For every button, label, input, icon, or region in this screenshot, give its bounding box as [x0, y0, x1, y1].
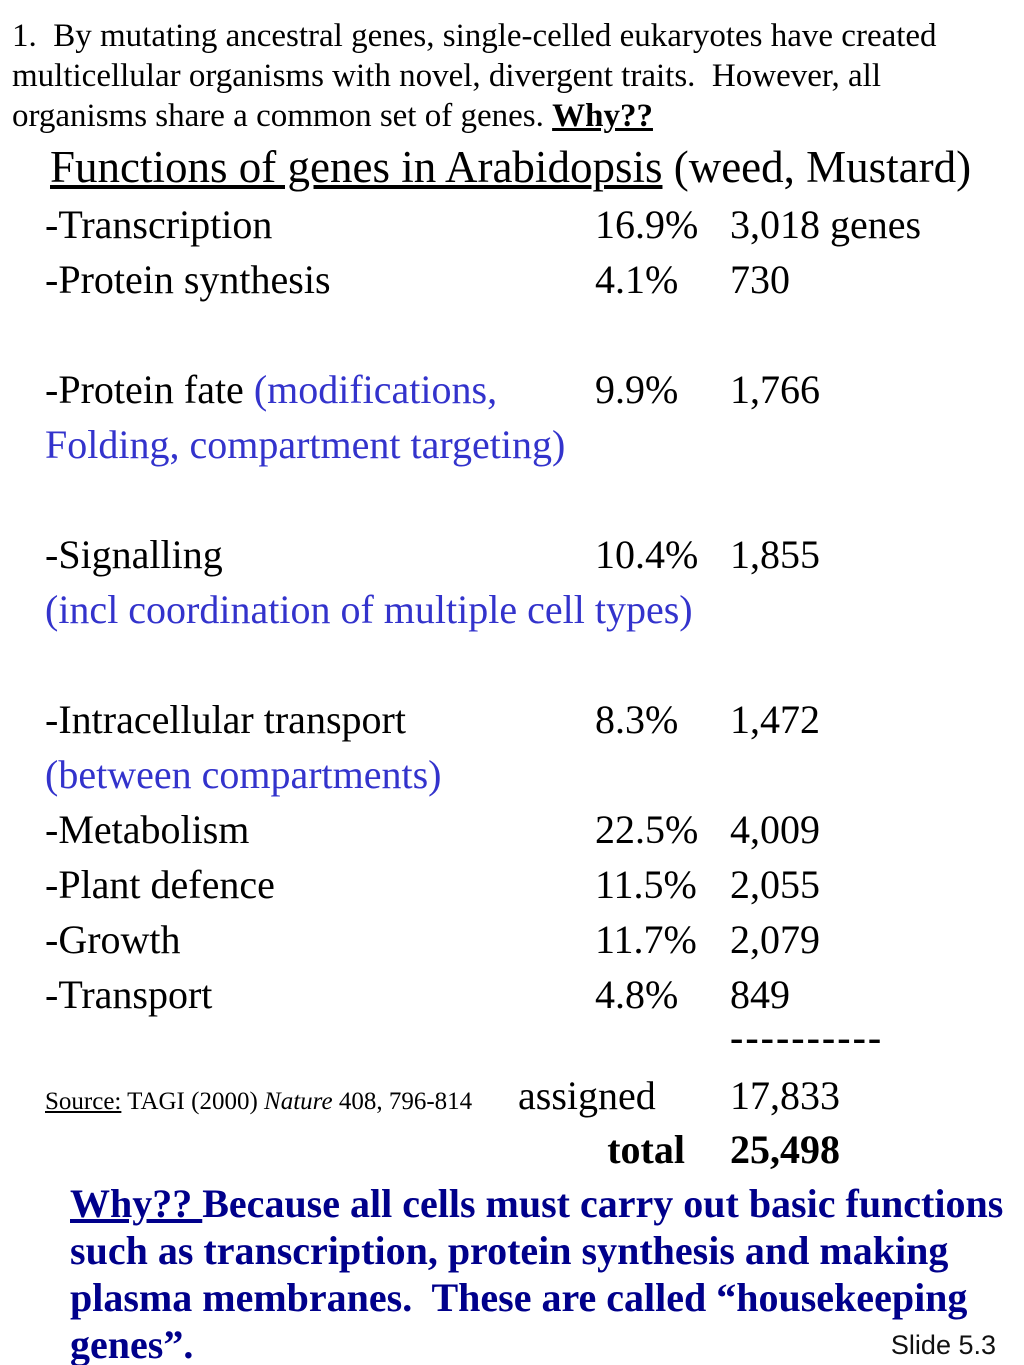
- footer-why-label: Why??: [70, 1181, 203, 1226]
- divider-dashes: ----------: [730, 1015, 884, 1060]
- row-label-black: -Growth: [45, 917, 181, 962]
- row-percent: 11.7%: [595, 917, 697, 962]
- footer-why-paragraph: Why?? Because all cells must carry out b…: [70, 1180, 1020, 1365]
- heading-rest: (weed, Mustard): [662, 142, 972, 192]
- functions-table: -Transcription 16.9% 3,018 genes -Protein s…: [45, 197, 1010, 1022]
- slide-heading: Functions of genes in Arabidopsis (weed,…: [50, 141, 971, 193]
- total-label: total: [607, 1127, 685, 1172]
- row-gene-count: 2,055: [730, 862, 820, 907]
- row-percent: 10.4%: [595, 532, 699, 577]
- row-label: -Plant defence: [45, 857, 595, 912]
- table-row: (incl coordination of multiple cell type…: [45, 582, 1010, 637]
- table-row: -Protein fate (modifications, 9.9% 1,766: [45, 362, 1010, 417]
- row-percent: 8.3%: [595, 697, 679, 742]
- heading-underlined: Functions of genes in Arabidopsis: [50, 142, 663, 192]
- table-row: (between compartments): [45, 747, 1010, 802]
- row-label-black: -Signalling: [45, 532, 223, 577]
- row-gene-count: 1,855: [730, 532, 820, 577]
- journal-name: Nature: [264, 1088, 333, 1115]
- row-percent: 9.9%: [595, 367, 679, 412]
- footer-why-text: Because all cells must carry out basic f…: [70, 1181, 1004, 1365]
- table-row: Folding, compartment targeting): [45, 417, 1010, 472]
- row-gene-count: 2,079: [730, 917, 820, 962]
- source-text-post: 408, 796-814: [332, 1088, 473, 1115]
- row-label: -Signalling: [45, 527, 595, 582]
- total-row: total 25,498: [0, 1122, 1024, 1177]
- intro-why-emphasis: Why??: [552, 98, 653, 134]
- intro-text: 1. By mutating ancestral genes, single-c…: [12, 18, 937, 134]
- table-row: -Transport 4.8% 849: [45, 967, 1010, 1022]
- row-label-black: -Transport: [45, 972, 213, 1017]
- table-row: -Growth 11.7% 2,079: [45, 912, 1010, 967]
- source-label: Source:: [45, 1088, 122, 1115]
- row-continuation-blue: (between compartments): [45, 752, 442, 797]
- table-row: -Metabolism 22.5% 4,009: [45, 802, 1010, 857]
- row-label-black: -Metabolism: [45, 807, 250, 852]
- row-label: -Transport: [45, 967, 595, 1022]
- row-label: -Transcription: [45, 197, 595, 252]
- row-percent: 4.8%: [595, 972, 679, 1017]
- row-label: -Protein fate (modifications,: [45, 362, 595, 417]
- source-text-pre: TAGI (2000): [121, 1088, 265, 1115]
- table-row: -Signalling 10.4% 1,855: [45, 527, 1010, 582]
- table-spacer-row: [45, 307, 1010, 362]
- assigned-value: 17,833: [730, 1073, 840, 1118]
- row-continuation-blue: (incl coordination of multiple cell type…: [45, 587, 693, 632]
- row-gene-count: 730: [730, 257, 790, 302]
- source-citation: Source: TAGI (2000) Nature 408, 796-814: [45, 1074, 472, 1129]
- intro-paragraph: 1. By mutating ancestral genes, single-c…: [12, 16, 1017, 136]
- table-row: -Intracellular transport 8.3% 1,472: [45, 692, 1010, 747]
- table-spacer-row: [45, 637, 1010, 692]
- row-gene-count: 1,766: [730, 367, 820, 412]
- row-label-black: -Protein fate: [45, 367, 254, 412]
- row-label-blue-annotation: (modifications,: [253, 367, 498, 412]
- row-label-black: -Transcription: [45, 202, 273, 247]
- row-percent: 22.5%: [595, 807, 699, 852]
- row-label: -Metabolism: [45, 802, 595, 857]
- row-gene-count: 1,472: [730, 697, 820, 742]
- row-label: -Protein synthesis: [45, 252, 595, 307]
- row-continuation-blue: Folding, compartment targeting): [45, 422, 566, 467]
- slide-number: Slide 5.3: [890, 1330, 996, 1360]
- row-gene-count: 849: [730, 972, 790, 1017]
- assigned-row: Source: TAGI (2000) Nature 408, 796-814 …: [0, 1068, 1024, 1123]
- row-gene-count: 4,009: [730, 807, 820, 852]
- row-label-black: -Intracellular transport: [45, 697, 406, 742]
- row-label: -Intracellular transport: [45, 692, 595, 747]
- total-value: 25,498: [730, 1127, 840, 1172]
- table-row: -Transcription 16.9% 3,018 genes: [45, 197, 1010, 252]
- row-label-black: -Protein synthesis: [45, 257, 331, 302]
- row-percent: 4.1%: [595, 257, 679, 302]
- assigned-label: assigned: [518, 1073, 656, 1118]
- table-spacer-row: [45, 472, 1010, 527]
- row-label: -Growth: [45, 912, 595, 967]
- row-percent: 16.9%: [595, 202, 699, 247]
- table-row: -Protein synthesis 4.1% 730: [45, 252, 1010, 307]
- table-row: -Plant defence 11.5% 2,055: [45, 857, 1010, 912]
- row-percent: 11.5%: [595, 862, 697, 907]
- row-label-black: -Plant defence: [45, 862, 275, 907]
- row-gene-count: 3,018 genes: [730, 202, 922, 247]
